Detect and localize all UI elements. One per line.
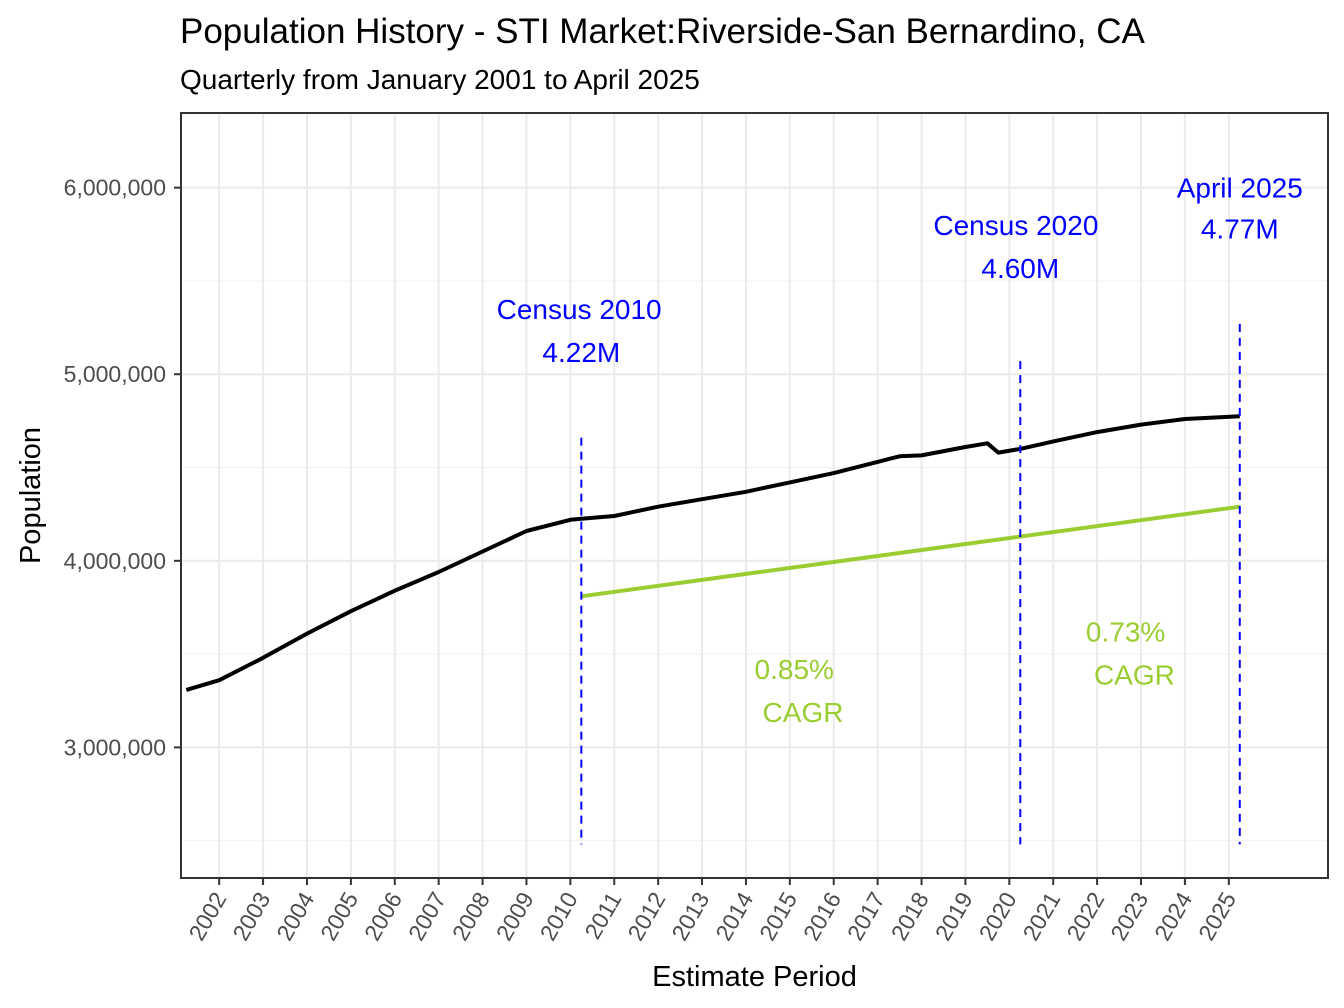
y-axis-label: Population xyxy=(15,427,47,564)
y-tick-label: 6,000,000 xyxy=(64,175,166,201)
annotation-label: 4.60M xyxy=(981,253,1059,284)
x-tick-label: 2014 xyxy=(710,887,758,944)
y-tick-label: 3,000,000 xyxy=(64,734,166,760)
x-tick-label: 2018 xyxy=(886,888,934,945)
x-tick-label: 2022 xyxy=(1061,888,1109,945)
plot-panel-border xyxy=(180,112,1329,879)
x-tick-label: 2024 xyxy=(1149,887,1197,944)
x-tick-label: 2025 xyxy=(1193,888,1241,945)
x-tick-label: 2008 xyxy=(447,888,495,945)
x-tick-label: 2011 xyxy=(579,888,626,944)
x-tick-label: 2003 xyxy=(227,888,275,945)
annotation-label: Census 2010 xyxy=(497,294,662,325)
annotation-label: 0.73% xyxy=(1086,617,1165,648)
x-tick-label: 2006 xyxy=(359,888,407,945)
annotation-label: Census 2020 xyxy=(933,210,1098,241)
x-tick-label: 2016 xyxy=(798,888,846,945)
population-line xyxy=(185,414,1240,692)
annotation-label: CAGR xyxy=(763,697,844,728)
chart-subtitle: Quarterly from January 2001 to April 202… xyxy=(180,64,700,95)
y-tick-label: 5,000,000 xyxy=(64,361,166,387)
x-tick-label: 2010 xyxy=(535,888,583,945)
annotation-label: April 2025 xyxy=(1177,173,1303,204)
x-tick-label: 2009 xyxy=(491,888,539,945)
annotation-label: 4.22M xyxy=(542,337,620,368)
annotation-label: CAGR xyxy=(1094,660,1175,691)
cagr-trend-line xyxy=(581,504,1241,599)
chart-title: Population History - STI Market:Riversid… xyxy=(180,12,1145,51)
x-tick-label: 2013 xyxy=(666,888,714,945)
annotation-label: 4.77M xyxy=(1201,214,1279,245)
x-tick-label: 2007 xyxy=(403,888,451,945)
x-tick-label: 2019 xyxy=(930,888,978,945)
x-tick-label: 2012 xyxy=(622,888,670,945)
annotation-label: 0.85% xyxy=(755,654,834,685)
y-tick-label: 4,000,000 xyxy=(64,548,166,574)
x-axis-label: Estimate Period xyxy=(652,961,857,993)
x-tick-label: 2004 xyxy=(271,887,319,944)
x-tick-label: 2021 xyxy=(1017,888,1065,945)
x-tick-label: 2015 xyxy=(754,888,802,945)
x-tick-label: 2020 xyxy=(974,887,1022,944)
x-tick-label: 2023 xyxy=(1105,888,1153,945)
x-tick-label: 2005 xyxy=(315,888,363,945)
x-tick-label: 2017 xyxy=(842,888,890,945)
x-tick-label: 2002 xyxy=(183,888,231,945)
